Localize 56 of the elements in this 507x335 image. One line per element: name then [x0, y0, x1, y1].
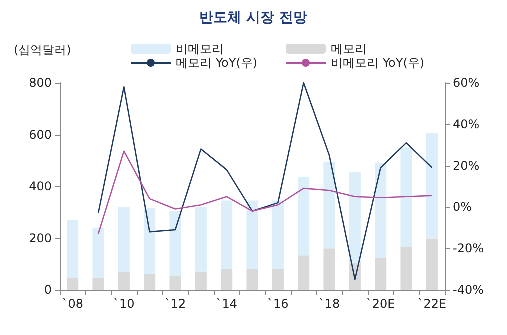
bar — [272, 269, 284, 290]
legend-label: 비메모리 YoY(우) — [331, 56, 425, 70]
y-tick-label: 200 — [29, 231, 52, 246]
bar — [375, 163, 387, 258]
bar — [195, 207, 207, 272]
x-tick-label: `20E — [366, 297, 396, 311]
x-tick-label: `18 — [318, 297, 340, 311]
legend-label: 비메모리 — [176, 42, 224, 56]
y-tick-label: 600 — [29, 128, 52, 142]
bar — [170, 276, 182, 290]
y-tick-label: 0 — [44, 283, 52, 297]
bar — [67, 278, 79, 290]
bar — [349, 172, 361, 263]
bar — [298, 256, 310, 290]
x-tick-label: `10 — [114, 297, 135, 311]
x-tick-label: `16 — [268, 297, 289, 311]
bar — [221, 200, 233, 270]
bar — [375, 258, 387, 290]
bar — [92, 278, 104, 290]
y2-tick-label: 60% — [453, 76, 480, 90]
x-tick-label: `22E — [418, 297, 447, 311]
bar — [92, 228, 104, 278]
legend-label: 메모리 YoY(우) — [176, 56, 258, 70]
bar — [144, 274, 156, 290]
x-tick-label: `08 — [62, 297, 84, 311]
y2-tick-label: -20% — [453, 242, 484, 256]
y-axis-title: (십억달러) — [14, 43, 72, 57]
y2-tick-label: 40% — [453, 117, 480, 132]
y-tick-label: 400 — [29, 180, 52, 194]
x-tick-label: `14 — [216, 297, 238, 311]
bar — [221, 269, 233, 290]
line-series — [98, 82, 433, 280]
bar — [144, 208, 156, 274]
bar — [118, 272, 130, 290]
bar — [400, 148, 412, 248]
bar — [324, 162, 336, 249]
chart-title: 반도체 시장 전망 — [200, 10, 308, 26]
bar — [246, 200, 258, 270]
bar — [118, 207, 130, 272]
bar — [324, 248, 336, 290]
x-tick-label: `12 — [164, 297, 186, 311]
bar — [400, 247, 412, 290]
bar — [426, 238, 438, 290]
y2-tick-label: 0% — [453, 200, 472, 214]
bar — [298, 177, 310, 256]
bar — [426, 133, 438, 239]
bar — [195, 272, 207, 290]
bar — [246, 269, 258, 290]
legend-label: 메모리 — [331, 42, 367, 56]
y-tick-label: 800 — [29, 76, 52, 90]
line-series — [98, 150, 433, 235]
y2-tick-label: -40% — [453, 283, 484, 297]
bar — [67, 220, 79, 278]
bar — [170, 211, 182, 277]
bar — [272, 200, 284, 270]
y2-tick-label: 20% — [453, 158, 480, 173]
